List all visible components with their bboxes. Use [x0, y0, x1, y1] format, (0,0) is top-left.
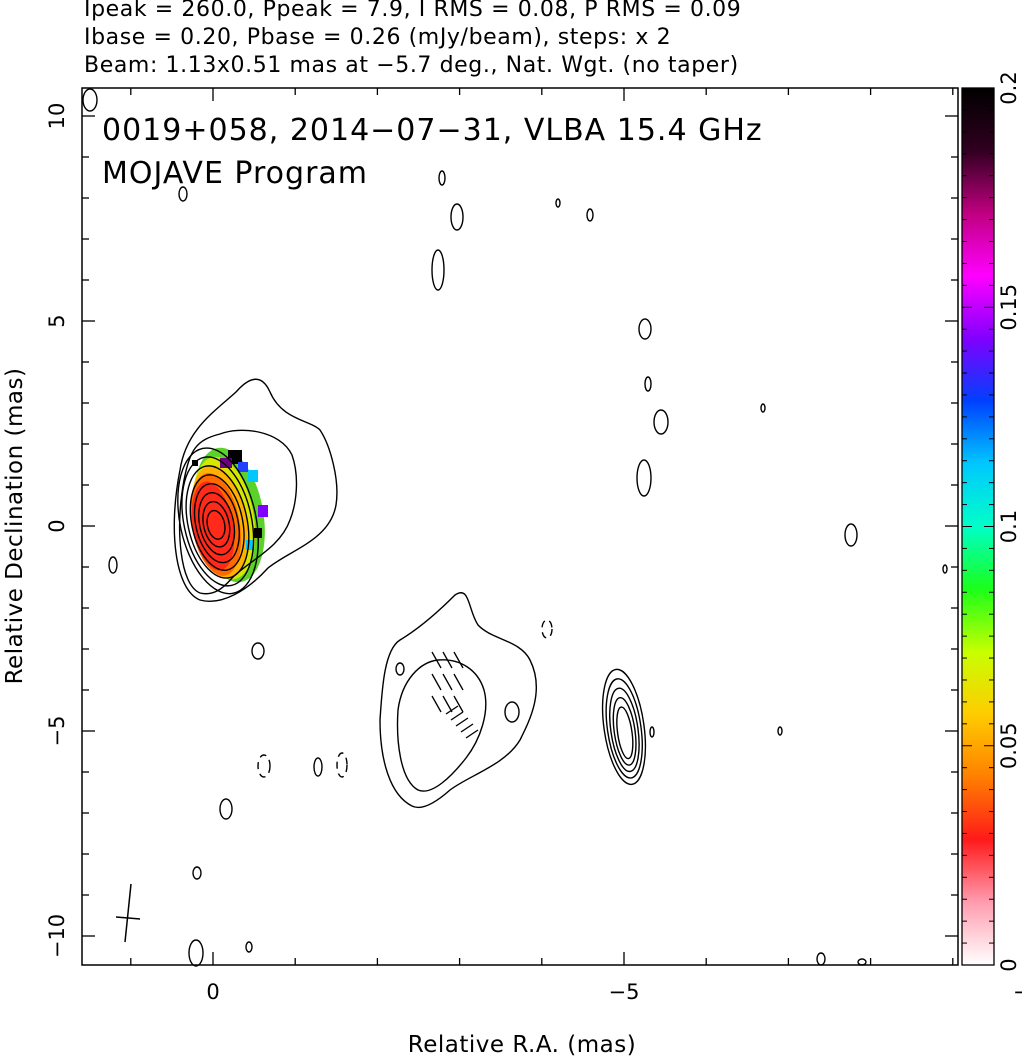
contour-line	[609, 687, 640, 773]
contour-line	[185, 465, 250, 579]
polarization-vector	[431, 673, 442, 691]
contour-line	[450, 203, 464, 231]
contour-line	[193, 483, 240, 564]
polarization-vector	[453, 651, 464, 669]
header-line-2: Ibase = 0.20, Pbase = 0.26 (mJy/beam), s…	[84, 25, 672, 50]
contour-line	[173, 378, 338, 602]
contour-line	[219, 798, 233, 820]
contour-line	[313, 757, 323, 777]
colorbar-label: 0	[997, 958, 1021, 971]
contour-line	[245, 941, 253, 953]
polarization-color-map	[190, 447, 268, 583]
polarization-vector	[445, 705, 459, 715]
y-tick-label: 10	[45, 103, 69, 130]
contour-line	[616, 706, 634, 760]
contour-line	[586, 208, 594, 222]
x-axis-label: Relative R.A. (mas)	[408, 1032, 636, 1058]
polarization-vector	[442, 695, 453, 713]
polarization-vector	[465, 729, 479, 739]
polarization-vector	[453, 695, 464, 713]
polarization-vector	[442, 673, 453, 691]
contour-line	[816, 952, 826, 966]
polarization-vector	[460, 723, 474, 733]
polarization-vector	[455, 717, 469, 727]
contour-line	[189, 474, 245, 571]
contour-line	[844, 523, 858, 547]
color-map-pixel-block	[191, 481, 235, 571]
contour-line	[504, 701, 520, 723]
colorbar-labels: 0 0.05 0.1 0.15 0.2	[997, 71, 1021, 971]
color-map-pixel-block	[248, 470, 258, 482]
y-tick-label: 0	[45, 519, 69, 532]
polarization-vector	[453, 673, 464, 691]
colorbar-ticks	[962, 109, 994, 944]
contour-line	[760, 403, 766, 413]
beam-marker	[115, 883, 141, 943]
contour-line	[396, 659, 487, 792]
contour-line	[644, 376, 652, 392]
contour-line	[379, 592, 538, 809]
contour-line	[555, 198, 561, 208]
y-tick-label: −10	[45, 914, 69, 958]
y-tick-labels: 10 5 0 −5 −10	[45, 103, 69, 959]
polarization-vector	[431, 695, 442, 713]
contour-line	[178, 186, 188, 202]
contour-line	[181, 456, 255, 587]
contour-line	[636, 459, 652, 497]
y-tick-label: −5	[45, 716, 69, 747]
y-tick-label: 5	[45, 314, 69, 327]
map-subtitle: MOJAVE Program	[102, 156, 368, 191]
contour-line	[638, 318, 652, 340]
contour-line	[206, 509, 226, 540]
color-map-pixel-block	[192, 460, 198, 466]
negative-contour-line	[257, 754, 271, 778]
contour-line	[431, 249, 445, 291]
total-intensity-contours	[82, 88, 948, 967]
x-tick-label: −5	[609, 980, 640, 1004]
contour-line	[601, 668, 647, 786]
contour-line	[942, 564, 948, 574]
colorbar-label: 0.1	[997, 510, 1021, 543]
contour-line	[438, 170, 446, 186]
contour-line	[82, 88, 98, 112]
contour-line	[192, 866, 202, 880]
polarization-vectors	[431, 651, 479, 739]
contour-line	[108, 556, 118, 574]
contour-line	[653, 409, 669, 435]
polarization-vector	[442, 651, 453, 669]
contour-line	[649, 726, 655, 738]
contour-line	[188, 939, 204, 967]
header-line-3: Beam: 1.13x0.51 mas at −5.7 deg., Nat. W…	[84, 53, 739, 78]
color-map-pixel-block	[238, 462, 248, 472]
x-tick-label: 0	[206, 980, 219, 1004]
polarization-vector	[431, 651, 442, 669]
contour-line	[777, 726, 783, 736]
contour-line	[395, 662, 405, 676]
contour-line	[202, 500, 231, 548]
color-map-pixel-block	[246, 540, 254, 550]
contour-line	[177, 447, 259, 595]
header-line-1: Ipeak = 260.0, Ppeak = 7.9, I RMS = 0.08…	[84, 0, 742, 22]
x-tick-labels: 0−5−10−15	[206, 980, 1022, 1004]
colorbar-label: 0.2	[997, 71, 1021, 104]
contour-line	[605, 678, 643, 779]
polarization-vector	[450, 711, 464, 721]
x-tick-label: −10	[1013, 980, 1022, 1004]
contour-line	[198, 491, 236, 556]
contour-line	[612, 696, 637, 766]
contour-line	[857, 958, 867, 966]
colorbar-label: 0.15	[997, 284, 1021, 331]
color-map-pixel-block	[220, 458, 232, 468]
color-map-pixel-block	[258, 505, 268, 517]
negative-contour-line	[336, 752, 348, 778]
y-axis-label: Relative Declination (mas)	[2, 368, 28, 685]
negative-contour-line	[541, 619, 553, 639]
map-title: 0019+058, 2014−07−31, VLBA 15.4 GHz	[102, 113, 763, 148]
axis-ticks	[82, 88, 958, 965]
contour-line	[251, 642, 265, 660]
colorbar-label: 0.05	[997, 722, 1021, 769]
